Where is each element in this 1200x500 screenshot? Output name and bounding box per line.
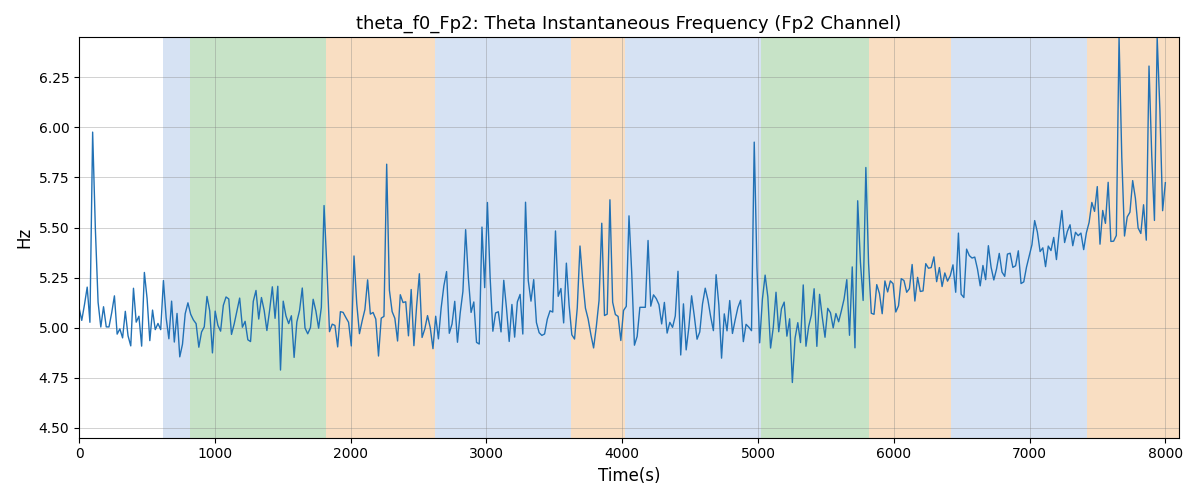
Bar	[1086, 38, 1178, 438]
Bar	[950, 38, 1060, 438]
Y-axis label: Hz: Hz	[14, 227, 32, 248]
Bar	[570, 38, 625, 438]
Bar	[733, 38, 761, 438]
Bar	[163, 38, 191, 438]
Bar	[326, 38, 434, 438]
Bar	[625, 38, 733, 438]
Bar	[1060, 38, 1086, 438]
Bar	[191, 38, 326, 438]
Title: theta_f0_Fp2: Theta Instantaneous Frequency (Fp2 Channel): theta_f0_Fp2: Theta Instantaneous Freque…	[356, 15, 901, 34]
Bar	[869, 38, 950, 438]
Bar	[434, 38, 570, 438]
Bar	[761, 38, 869, 438]
X-axis label: Time(s): Time(s)	[598, 467, 660, 485]
